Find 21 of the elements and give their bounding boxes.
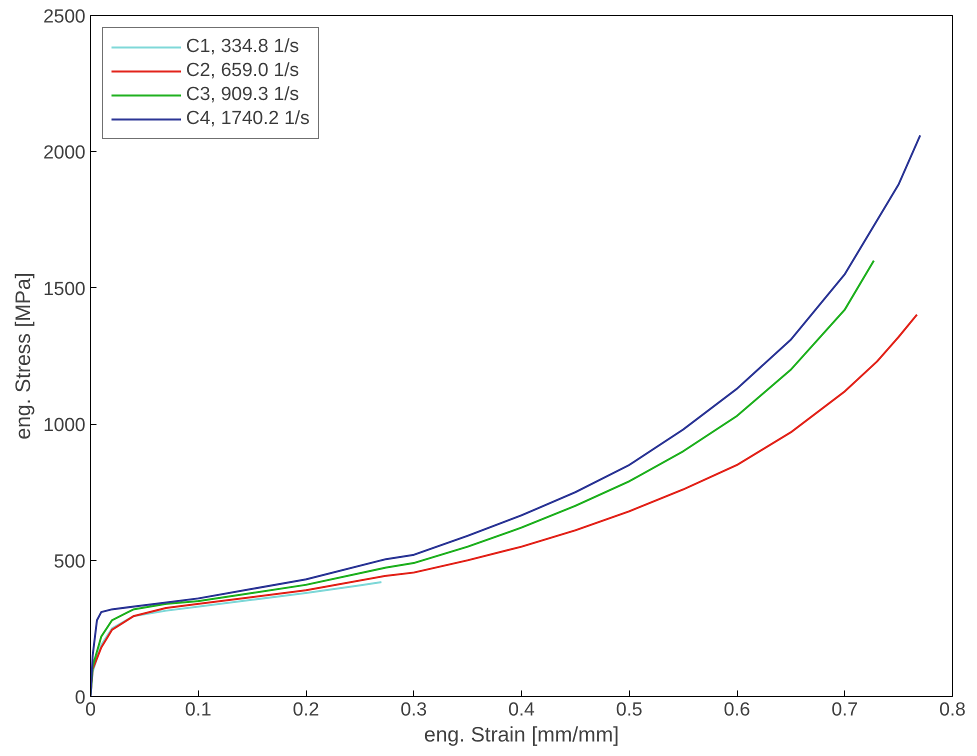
legend-label: C3, 909.3 1/s [186, 84, 300, 106]
x-tick-label: 0.3 [400, 700, 427, 720]
x-tick-label: 0.8 [939, 700, 966, 720]
y-tick-label: 2500 [43, 6, 86, 28]
line-series [90, 134, 922, 696]
x-tick-label: 0.5 [616, 700, 642, 720]
x-axis-title: eng. Strain [mm/mm] [424, 724, 619, 746]
y-tick-label: 2000 [43, 142, 86, 164]
legend-label: C4, 1740.2 1/s [186, 108, 310, 130]
legend-label: C1, 334.8 1/s [186, 36, 300, 58]
x-tick-label: 0.6 [724, 700, 750, 720]
x-tick-label: 0.4 [508, 700, 536, 720]
x-tick-label: 0.7 [832, 700, 858, 720]
x-tick-label: 0.2 [292, 700, 320, 720]
line-series [90, 314, 918, 696]
y-tick-label: 500 [54, 551, 86, 572]
x-tick-label: 0.1 [185, 700, 212, 720]
y-tick-label: 1000 [43, 415, 86, 436]
y-axis-title: eng. Stress [MPa] [12, 272, 36, 440]
legend-label: C2, 659.0 1/s [186, 60, 300, 82]
y-tick-label: 1500 [43, 278, 86, 300]
